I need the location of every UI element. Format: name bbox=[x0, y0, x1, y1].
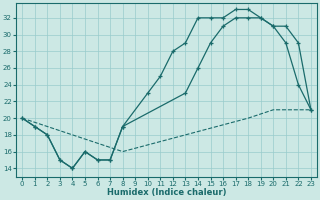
X-axis label: Humidex (Indice chaleur): Humidex (Indice chaleur) bbox=[107, 188, 226, 197]
